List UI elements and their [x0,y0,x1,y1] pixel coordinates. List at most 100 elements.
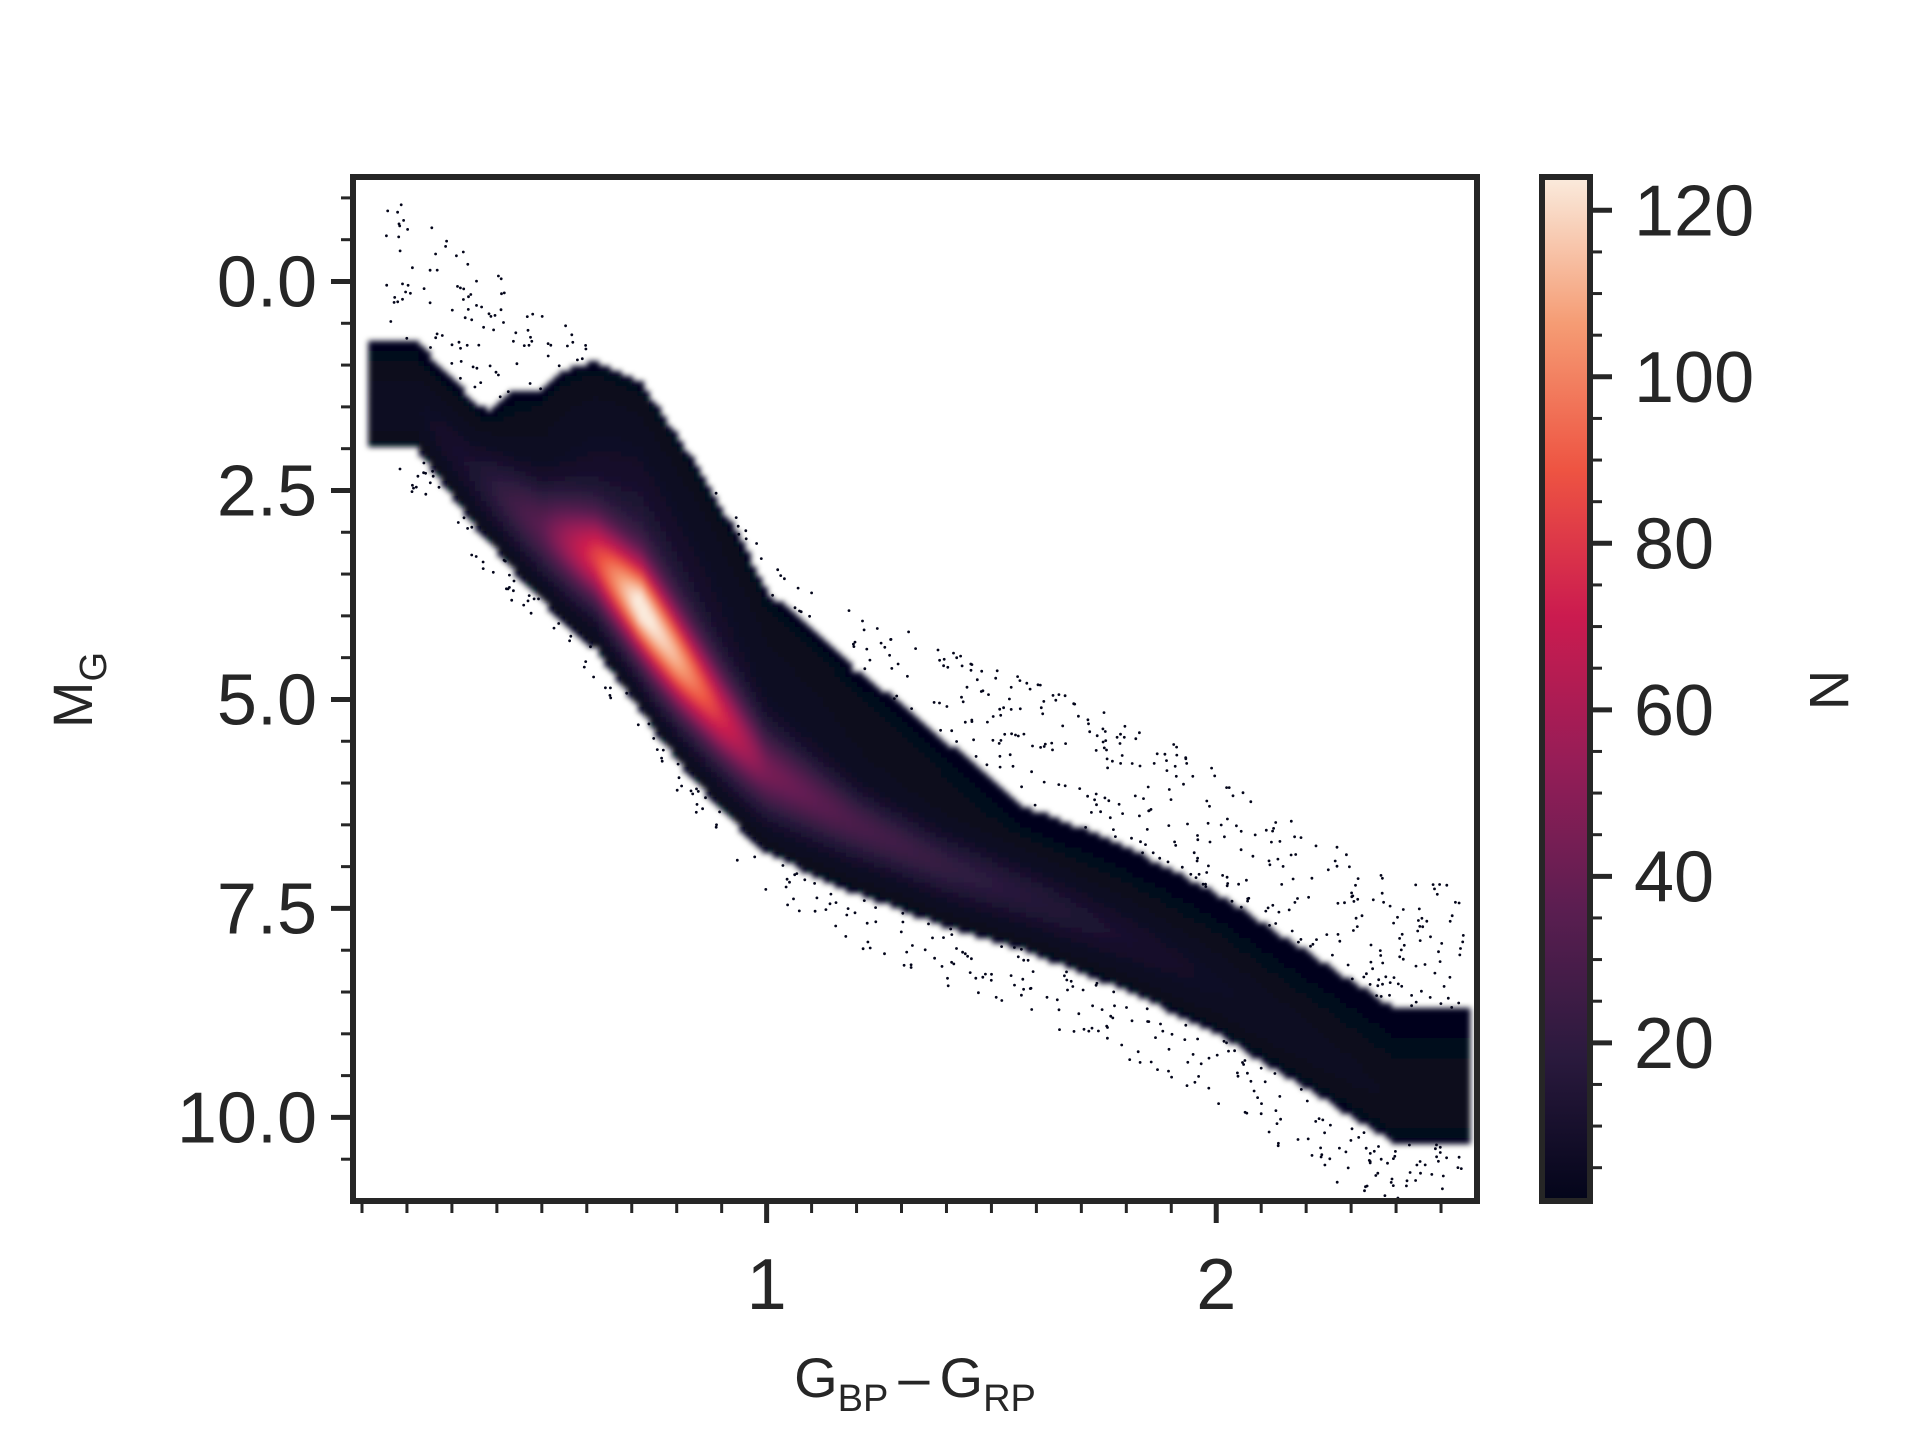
density-cell [907,807,915,814]
density-cell [688,481,695,488]
density-cell [890,767,898,773]
density-cell [401,401,409,407]
density-cell [626,591,634,598]
density-cell [902,892,909,899]
density-cell [885,722,892,728]
density-cell [907,717,915,723]
density-cell [834,877,841,884]
density-cell [947,887,954,894]
density-cell [952,882,960,889]
density-cell [767,696,774,703]
density-cell [576,576,583,583]
density-cell [739,827,746,834]
density-cell [823,752,830,758]
density-cell [441,401,448,407]
density-cell [727,661,735,668]
density-cell [739,792,746,798]
density-cell [446,481,454,488]
density-cell [834,666,841,673]
density-cell [845,762,853,768]
density-cell [784,742,791,748]
density-cell [469,401,476,407]
density-cell [682,556,690,563]
density-cell [660,431,667,437]
density-cell [1008,797,1016,804]
density-cell [789,787,797,793]
density-cell [834,762,841,768]
density-cell [952,847,960,854]
density-cell [480,421,487,427]
density-cell [615,531,622,538]
density-cell [845,812,853,819]
density-cell [997,887,1004,894]
density-cell [907,827,915,834]
density-cell [778,611,785,618]
density-cell [845,737,853,743]
density-cell [458,441,465,447]
density-cell [508,431,516,437]
density-cell [784,666,791,673]
density-cell [817,712,825,718]
density-cell [604,491,611,498]
density-cell [885,707,892,713]
density-cell [694,621,701,628]
density-cell [491,406,499,412]
density-cell [694,767,701,773]
density-cell [812,822,819,829]
density-cell [857,727,864,733]
density-cell [604,596,611,603]
density-cell [441,471,448,477]
density-cell [654,526,662,533]
density-cell [756,611,763,618]
density-cell [975,837,982,844]
density-cell [699,646,707,653]
density-cell [705,501,712,508]
density-cell [688,661,695,668]
density-cell [666,551,673,558]
density-cell [643,566,650,573]
density-cell [677,737,684,743]
density-cell [430,365,437,372]
density-cell [840,787,847,793]
density-cell [840,656,847,663]
density-cell [857,676,864,683]
density-cell [727,707,735,713]
density-cell [694,772,701,778]
density-cell [688,476,695,483]
density-cell [744,556,752,563]
density-cell [975,787,982,793]
density-cell [879,877,886,884]
density-cell [688,486,695,493]
density-cell [902,727,909,733]
density-cell [413,411,420,417]
density-cell [823,661,830,668]
density-cell [699,491,707,498]
density-cell [874,792,881,798]
density-cell [503,496,510,503]
density-cell [812,802,819,809]
density-cell [756,817,763,824]
density-cell [441,431,448,437]
density-cell [587,381,594,387]
density-cell [806,686,813,693]
density-cell [817,852,825,859]
density-cell [756,732,763,738]
density-cell [750,817,757,824]
density-cell [581,365,589,372]
density-cell [430,446,437,452]
density-cell [829,747,836,753]
density-cell [654,727,662,733]
density-cell [486,496,493,503]
density-cell [677,631,684,638]
density-cell [761,817,768,824]
density-cell [491,421,499,427]
density-cell [514,471,521,477]
density-cell [733,747,740,753]
density-cell [677,501,684,508]
density-cell [548,426,555,432]
density-cell [564,546,572,553]
density-cell [711,626,718,633]
density-cell [857,671,864,678]
density-cell [508,411,516,417]
density-cell [637,471,645,477]
